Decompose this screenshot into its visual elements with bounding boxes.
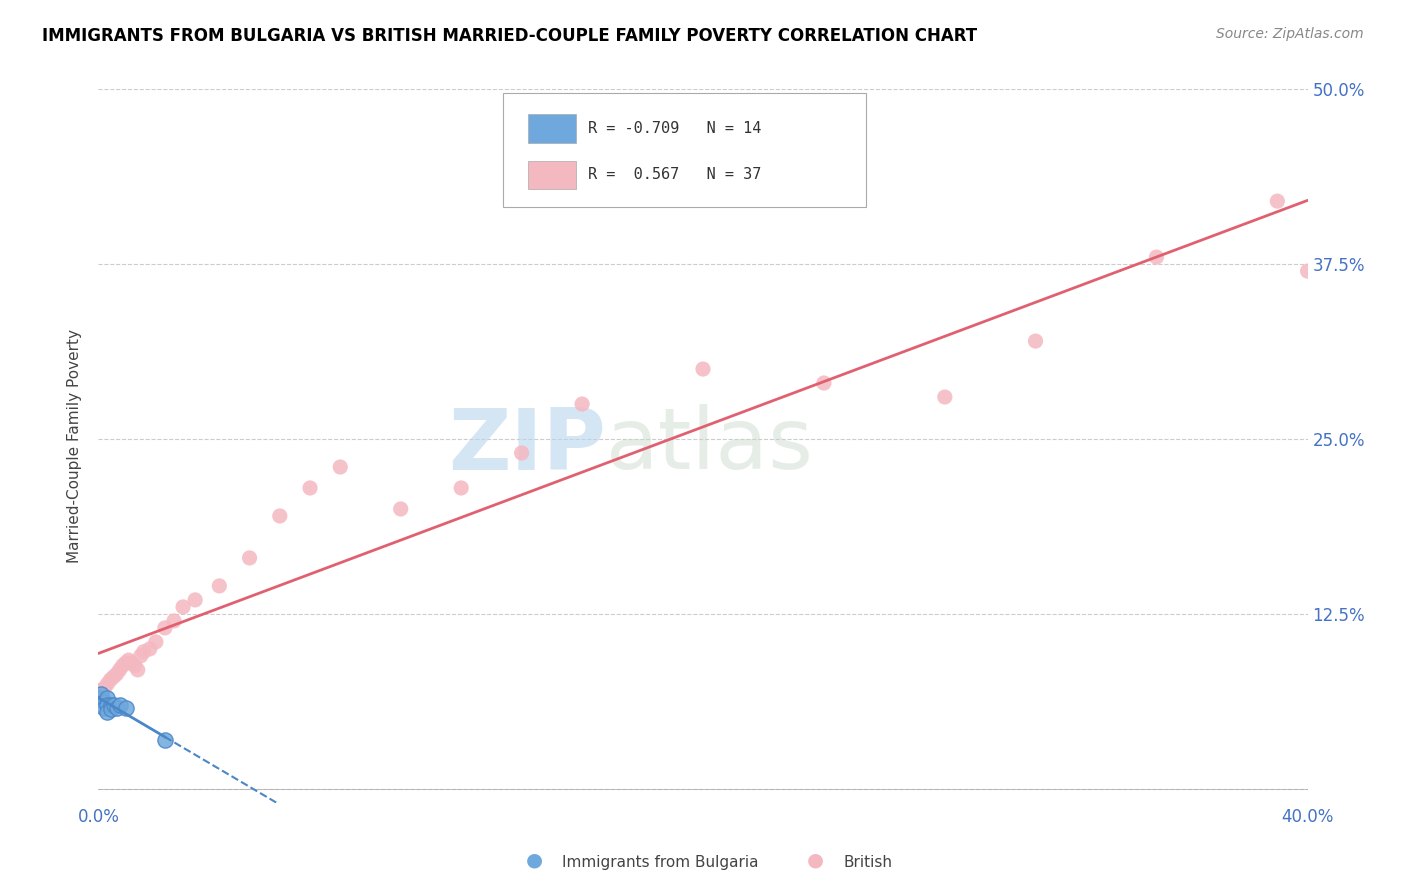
Point — [329, 460, 352, 475]
Point — [692, 362, 714, 376]
Text: atlas: atlas — [606, 404, 814, 488]
Point — [132, 645, 155, 659]
Text: R =  0.567   N = 37: R = 0.567 N = 37 — [588, 168, 762, 182]
Point — [100, 673, 122, 687]
Text: IMMIGRANTS FROM BULGARIA VS BRITISH MARRIED-COUPLE FAMILY POVERTY CORRELATION CH: IMMIGRANTS FROM BULGARIA VS BRITISH MARR… — [42, 27, 977, 45]
Point — [153, 732, 176, 747]
Point — [87, 690, 110, 705]
Point — [87, 684, 110, 698]
Point — [105, 667, 128, 681]
FancyBboxPatch shape — [503, 93, 866, 207]
Point — [1267, 194, 1289, 208]
Y-axis label: Married-Couple Family Poverty: Married-Couple Family Poverty — [67, 329, 83, 563]
Point — [813, 376, 835, 390]
Text: ●: ● — [526, 851, 543, 870]
Point — [124, 658, 146, 673]
Point — [269, 508, 291, 523]
Text: Immigrants from Bulgaria: Immigrants from Bulgaria — [562, 855, 759, 870]
Text: British: British — [844, 855, 893, 870]
Point — [934, 390, 956, 404]
Point — [93, 700, 115, 714]
Point — [571, 397, 593, 411]
Point — [114, 656, 136, 670]
Point — [100, 702, 122, 716]
Point — [172, 599, 194, 614]
Text: ●: ● — [807, 851, 824, 870]
Text: Source: ZipAtlas.com: Source: ZipAtlas.com — [1216, 27, 1364, 41]
Point — [1296, 264, 1319, 278]
Point — [108, 663, 131, 677]
Point — [90, 687, 112, 701]
Point — [127, 663, 149, 677]
Point — [299, 481, 322, 495]
Point — [208, 579, 231, 593]
Point — [111, 658, 134, 673]
Text: R = -0.709   N = 14: R = -0.709 N = 14 — [588, 121, 762, 136]
Point — [103, 670, 125, 684]
Text: ZIP: ZIP — [449, 404, 606, 488]
Point — [510, 446, 533, 460]
Bar — [527, 114, 576, 143]
Point — [100, 698, 122, 712]
Point — [105, 700, 128, 714]
Point — [96, 690, 118, 705]
Point — [103, 698, 125, 712]
Point — [96, 677, 118, 691]
Bar — [527, 161, 576, 189]
Point — [108, 698, 131, 712]
Point — [93, 681, 115, 695]
Point — [389, 502, 412, 516]
Point — [163, 614, 186, 628]
Point — [153, 621, 176, 635]
Point — [450, 481, 472, 495]
Point — [129, 648, 152, 663]
Point — [145, 635, 167, 649]
Point — [118, 653, 141, 667]
Point — [139, 641, 162, 656]
Point — [1024, 334, 1046, 348]
Point — [184, 593, 207, 607]
Point — [1144, 250, 1167, 264]
Point — [114, 700, 136, 714]
Point — [121, 656, 143, 670]
Point — [96, 705, 118, 719]
Point — [93, 695, 115, 709]
Point — [239, 550, 262, 565]
Point — [96, 698, 118, 712]
